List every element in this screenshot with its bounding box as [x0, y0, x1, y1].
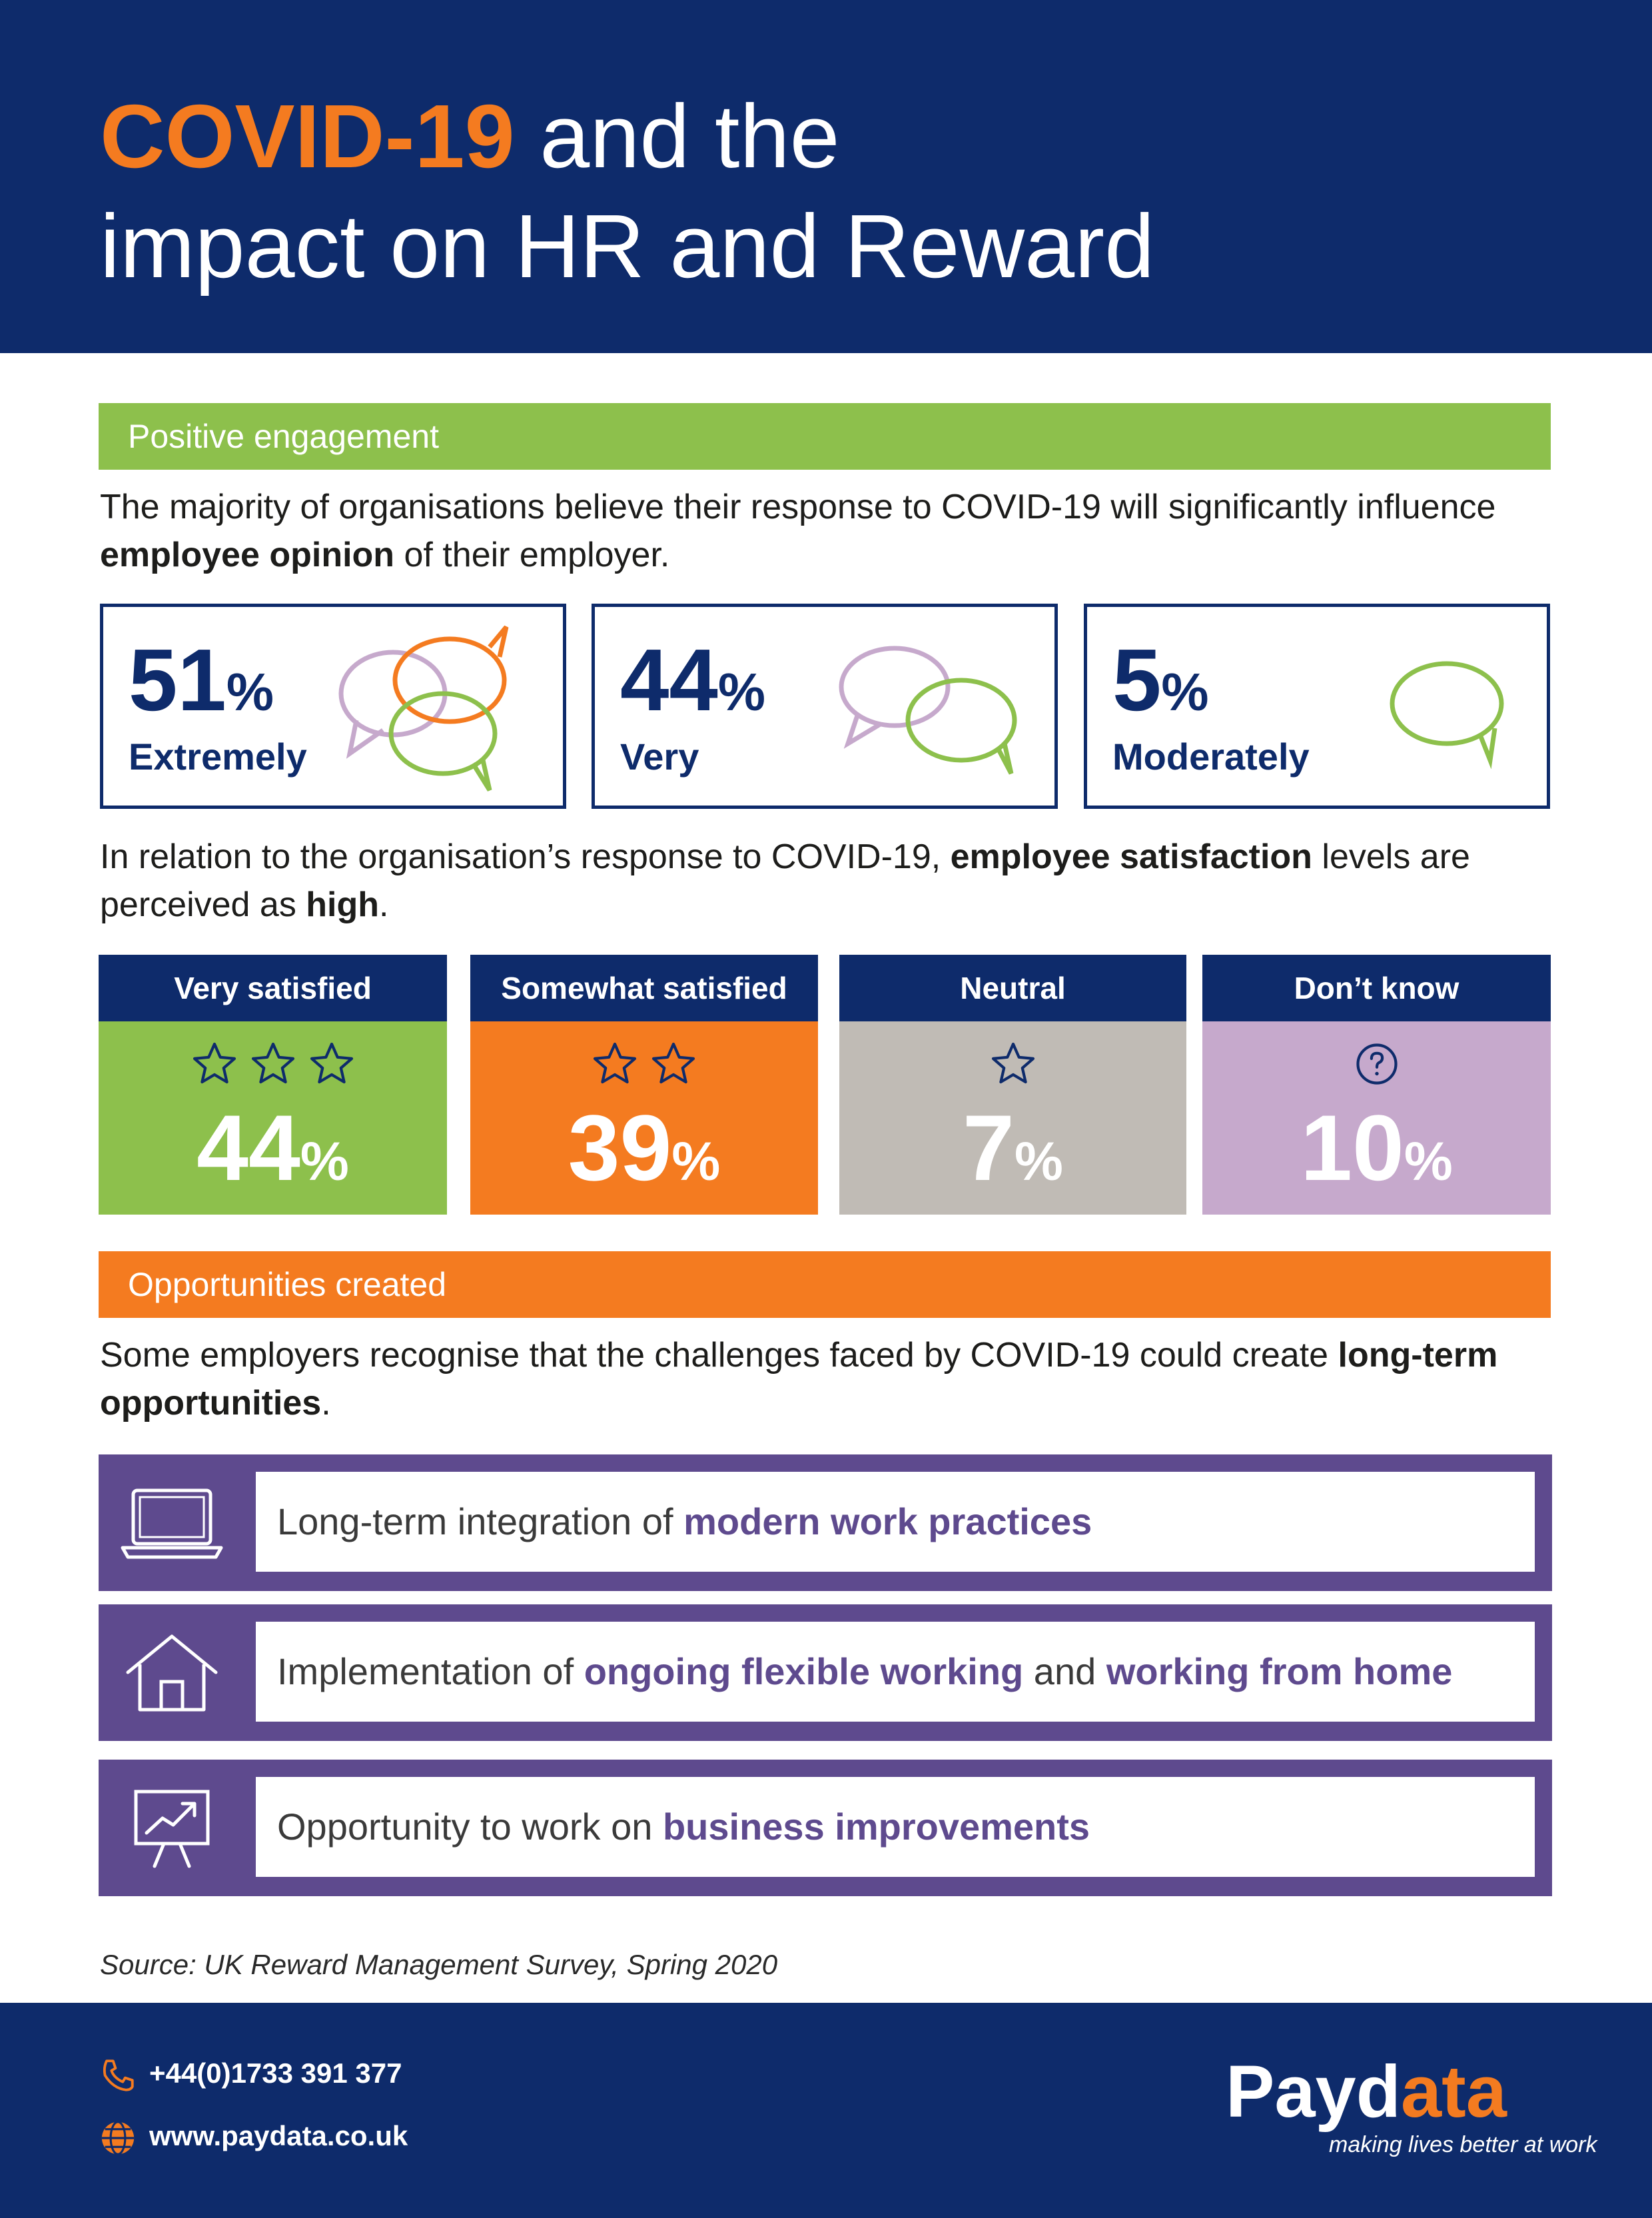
paydata-logo: Paydata: [1226, 2051, 1507, 2133]
question-mark-icon: [1356, 1043, 1398, 1085]
column-percent: 7%: [963, 1095, 1063, 1200]
footer-website[interactable]: www.paydata.co.uk: [99, 2119, 408, 2157]
star-icon: [251, 1042, 294, 1084]
logo-tagline: making lives better at work: [1329, 2132, 1597, 2157]
footer-phone[interactable]: +44(0)1733 391 377: [99, 2056, 402, 2095]
satisfaction-column-dont-know: Don’t know 10%: [1202, 955, 1551, 1215]
engagement-percent: 44%: [620, 631, 765, 729]
engagement-label: Moderately: [1112, 736, 1310, 778]
phone-icon: [103, 2059, 134, 2091]
satisfaction-column-neutral: Neutral 7%: [839, 955, 1186, 1215]
engagement-label: Very: [620, 736, 699, 778]
question-rating: [1202, 1040, 1551, 1093]
column-body: [99, 1021, 447, 1215]
opportunities-intro: Some employers recognise that the challe…: [100, 1336, 1498, 1422]
opportunity-text: Implementation of ongoing flexible worki…: [256, 1622, 1535, 1722]
satisfaction-column-somewhat-satisfied: Somewhat satisfied 39%: [470, 955, 818, 1215]
column-header: Somewhat satisfied: [470, 955, 818, 1021]
speech-bubbles-icon: [839, 646, 1017, 775]
star-rating: [99, 1040, 447, 1093]
header-banner: [0, 0, 1652, 353]
engagement-intro: The majority of organisations believe th…: [100, 488, 1496, 574]
presentation-chart-icon: [134, 1790, 210, 1868]
star-icon: [651, 1042, 695, 1084]
star-rating: [470, 1040, 818, 1093]
house-icon: [126, 1634, 218, 1712]
title-highlight: COVID-19: [100, 86, 515, 187]
speech-bubble-icon: [1390, 661, 1504, 770]
engagement-box-moderately: 5% Moderately: [1084, 604, 1550, 809]
column-body: [839, 1021, 1186, 1215]
website-url: www.paydata.co.uk: [149, 2120, 408, 2152]
section-heading-positive-engagement: Positive engagement: [99, 403, 1551, 470]
phone-number: +44(0)1733 391 377: [149, 2057, 402, 2089]
engagement-box-very: 44% Very: [592, 604, 1058, 809]
section-heading-opportunities-created: Opportunities created: [99, 1251, 1551, 1318]
column-percent: 10%: [1300, 1095, 1453, 1200]
engagement-percent: 5%: [1112, 631, 1209, 729]
speech-bubbles-icon: [338, 625, 509, 792]
star-rating: [839, 1040, 1186, 1093]
column-percent: 44%: [197, 1095, 349, 1200]
title-rest: and the: [514, 86, 840, 187]
opportunity-row-flexible-working: Implementation of ongoing flexible worki…: [99, 1604, 1552, 1741]
opportunity-text: Opportunity to work on business improvem…: [256, 1777, 1535, 1877]
column-header: Neutral: [839, 955, 1186, 1021]
satisfaction-column-very-satisfied: Very satisfied 44%: [99, 955, 447, 1215]
column-percent: 39%: [568, 1095, 721, 1200]
laptop-icon: [121, 1488, 223, 1559]
engagement-label: Extremely: [129, 736, 307, 778]
column-header: Don’t know: [1202, 955, 1551, 1021]
footer: [0, 2003, 1652, 2218]
opportunity-row-modern-work-practices: Long-term integration of modern work pra…: [99, 1454, 1552, 1591]
star-icon: [991, 1042, 1034, 1084]
opportunity-row-business-improvements: Opportunity to work on business improvem…: [99, 1760, 1552, 1896]
star-icon: [310, 1042, 353, 1084]
page-title-line2: impact on HR and Reward: [100, 196, 1155, 296]
column-header: Very satisfied: [99, 955, 447, 1021]
satisfaction-intro: In relation to the organisation’s respon…: [100, 837, 1470, 924]
star-icon: [593, 1042, 637, 1084]
source-note: Source: UK Reward Management Survey, Spr…: [100, 1949, 778, 1980]
engagement-box-extremely: 51% Extremely: [100, 604, 566, 809]
opportunity-text: Long-term integration of modern work pra…: [256, 1472, 1535, 1572]
star-icon: [193, 1042, 236, 1084]
column-body: [470, 1021, 818, 1215]
globe-icon: [101, 2121, 135, 2155]
engagement-percent: 51%: [129, 631, 274, 729]
page-title-line1: COVID-19 and the: [100, 87, 840, 187]
